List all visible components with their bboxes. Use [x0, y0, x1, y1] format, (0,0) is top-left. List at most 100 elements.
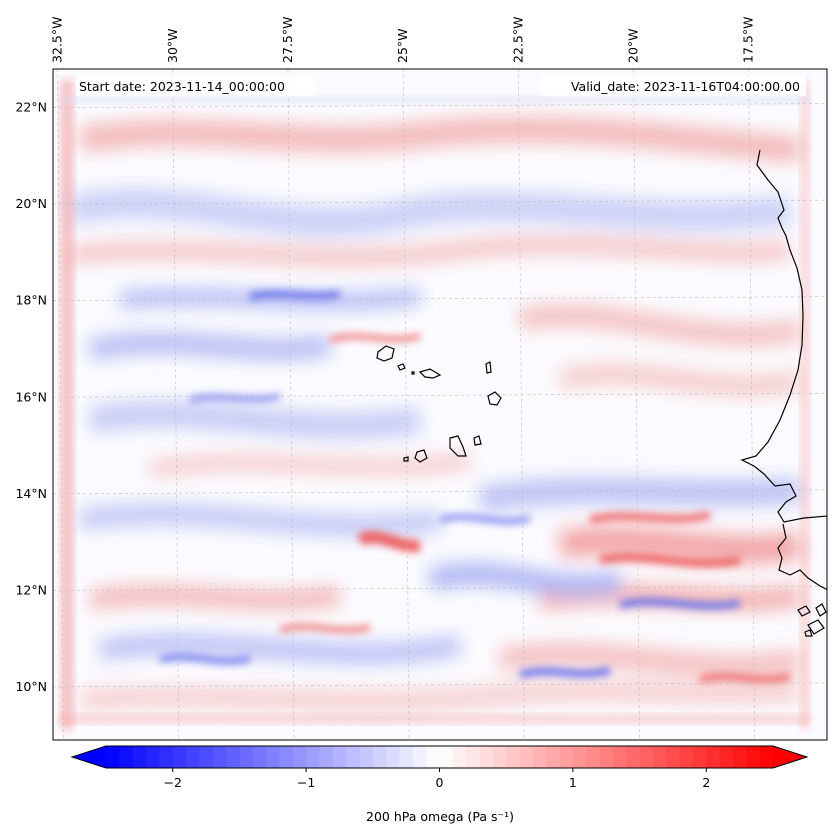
colorbar-step	[426, 746, 441, 768]
colorbar-step	[679, 746, 694, 768]
africa-coastline	[740, 149, 827, 591]
latitude-tick-label: 20°N	[15, 196, 47, 211]
valid-date-box	[540, 76, 806, 96]
longitude-labels: 32.5°W 30°W 27.5°W 25°W 22.5°W 20°W 17.5°W	[50, 17, 756, 63]
colorbar-low-extend	[72, 746, 106, 768]
colorbar-step	[586, 746, 601, 768]
colorbar-step	[132, 746, 147, 768]
colorbar-step	[599, 746, 614, 768]
colorbar-step	[652, 746, 667, 768]
colorbar-label: 200 hPa omega (Pa s⁻¹)	[366, 809, 514, 824]
latitude-tick-label: 10°N	[15, 679, 47, 694]
colorbar-step	[346, 746, 361, 768]
colorbar-step	[386, 746, 401, 768]
sao-vicente-island	[397, 363, 406, 371]
colorbar-step	[266, 746, 281, 768]
colorbar-step	[639, 746, 654, 768]
maio-island	[473, 435, 482, 446]
boa-vista-island	[487, 391, 502, 406]
colorbar-step	[746, 746, 761, 768]
colorbar: −2 −1 0 1 2 200 hPa omega (Pa s⁻¹)	[70, 745, 809, 824]
colorbar-step	[506, 746, 521, 768]
longitude-tick-label: 32.5°W	[50, 17, 65, 63]
colorbar-step	[146, 746, 160, 768]
latitude-tick-label: 12°N	[15, 582, 47, 597]
colorbar-step	[199, 746, 214, 768]
valid-date-label: Valid_date: 2023-11-16T04:00:00.00	[571, 79, 800, 94]
colorbar-steps	[106, 746, 774, 768]
colorbar-tick-label: 2	[702, 775, 710, 790]
longitude-tick-label: 20°W	[626, 28, 641, 63]
colorbar-step	[519, 746, 534, 768]
sao-nicolau-island	[418, 368, 442, 379]
colorbar-step	[412, 746, 427, 768]
colorbar-step	[226, 746, 240, 768]
colorbar-step	[692, 746, 707, 768]
colorbar-step	[572, 746, 587, 768]
colorbar-step	[319, 746, 334, 768]
meridian-line	[748, 69, 755, 740]
longitude-tick-label: 27.5°W	[280, 17, 295, 63]
colorbar-step	[399, 746, 414, 768]
meridian-line	[518, 69, 525, 740]
longitude-tick-label: 17.5°W	[741, 17, 756, 63]
sal-island	[485, 361, 492, 374]
colorbar-step	[332, 746, 347, 768]
gridlines	[53, 69, 827, 740]
meridian-line	[57, 69, 64, 740]
colorbar-step	[559, 746, 574, 768]
latitude-tick-label: 14°N	[15, 486, 47, 501]
start-date-box	[76, 76, 314, 96]
colorbar-step	[372, 746, 387, 768]
colorbar-step	[546, 746, 561, 768]
colorbar-high-extend	[773, 746, 807, 768]
colorbar-ticks: −2 −1 0 1 2	[163, 768, 710, 790]
colorbar-tick-label: 0	[436, 775, 444, 790]
colorbar-step	[186, 746, 200, 768]
colorbar-tick-label: −1	[297, 775, 315, 790]
colorbar-step	[626, 746, 641, 768]
meridian-line	[287, 69, 295, 740]
colorbar-outline	[70, 745, 809, 769]
colorbar-step	[252, 746, 267, 768]
coastlines	[376, 149, 827, 637]
meridian-line	[633, 69, 640, 740]
colorbar-step	[359, 746, 374, 768]
map-panel: Start date: 2023-11-14_00:00:00 Valid_da…	[53, 69, 827, 740]
colorbar-step	[719, 746, 734, 768]
meridian-line	[172, 69, 180, 740]
map-annotations: Start date: 2023-11-14_00:00:00 Valid_da…	[76, 76, 806, 96]
colorbar-step	[732, 746, 747, 768]
colorbar-step	[759, 746, 774, 768]
fogo-island	[414, 449, 428, 463]
colorbar-step	[106, 746, 120, 768]
colorbar-step	[492, 746, 507, 768]
colorbar-tick-label: 1	[569, 775, 577, 790]
colorbar-step	[532, 746, 547, 768]
colorbar-tick-label: −2	[163, 775, 181, 790]
santiago-island	[449, 435, 467, 457]
colorbar-step	[479, 746, 494, 768]
start-date-label: Start date: 2023-11-14_00:00:00	[79, 79, 285, 94]
longitude-tick-label: 25°W	[395, 28, 410, 63]
colorbar-step	[466, 746, 481, 768]
map-frame	[52, 68, 828, 741]
meridian-line	[402, 69, 410, 740]
longitude-tick-label: 22.5°W	[510, 17, 525, 63]
colorbar-step	[159, 746, 174, 768]
latitude-tick-label: 16°N	[15, 389, 47, 404]
colorbar-step	[452, 746, 467, 768]
dot-island	[411, 371, 415, 375]
latitude-tick-label: 22°N	[15, 100, 47, 115]
colorbar-step	[612, 746, 627, 768]
colorbar-step	[119, 746, 134, 768]
colorbar-step	[292, 746, 307, 768]
colorbar-step	[666, 746, 681, 768]
latitude-labels: 22°N 20°N 18°N 16°N 14°N 12°N 10°N	[15, 100, 47, 694]
colorbar-step	[239, 746, 254, 768]
colorbar-step	[306, 746, 321, 768]
colorbar-step	[279, 746, 294, 768]
guinea-bissau-islands	[797, 603, 827, 637]
brava-island	[403, 456, 409, 462]
